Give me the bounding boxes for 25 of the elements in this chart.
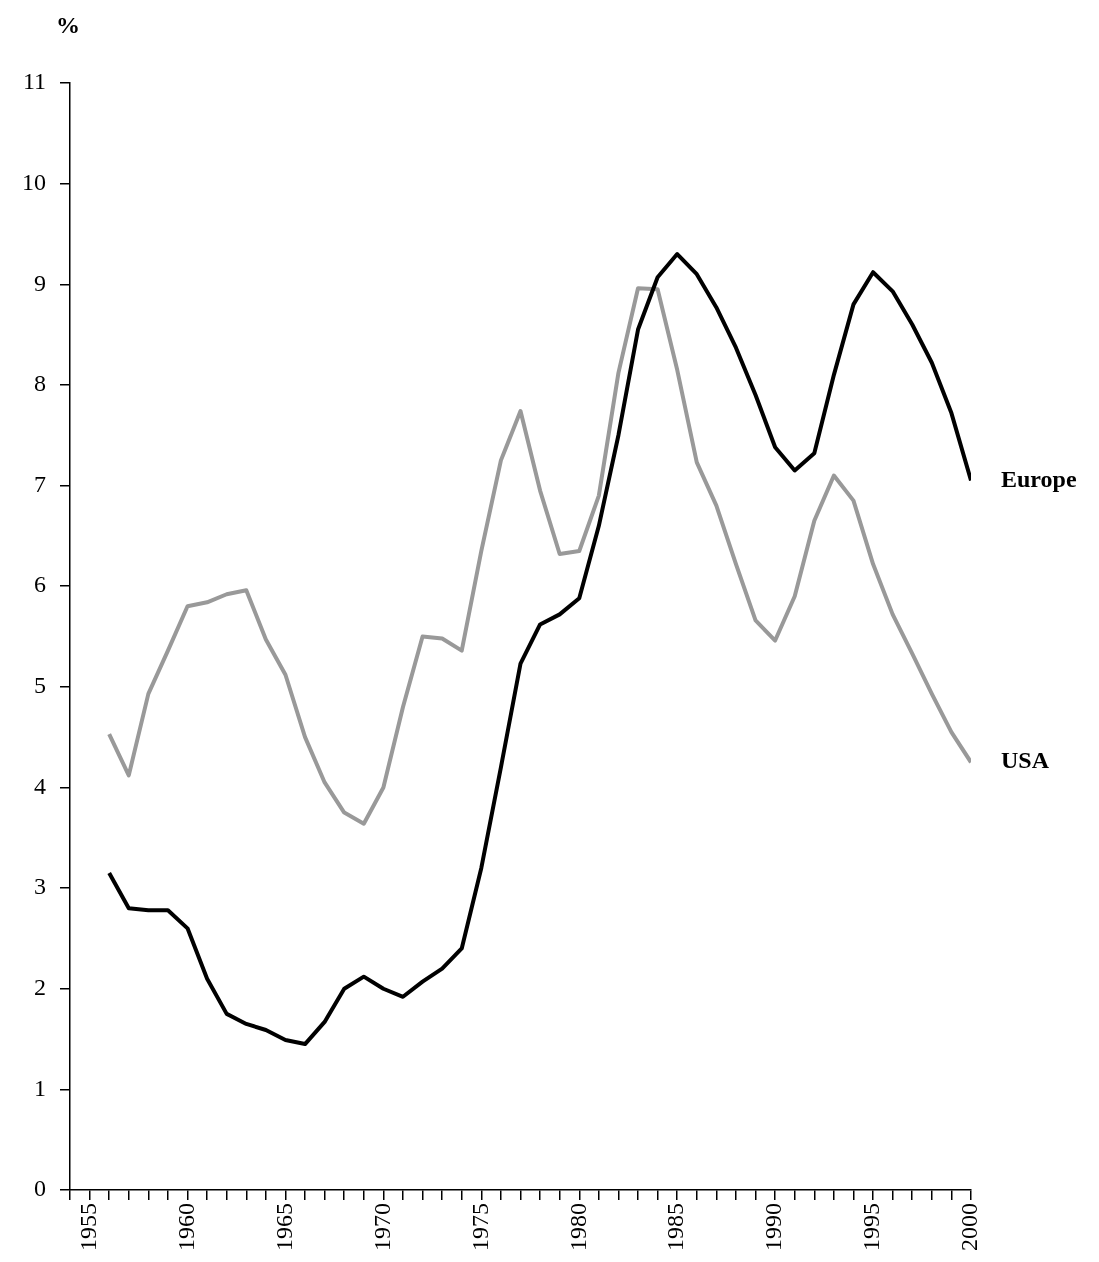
y-tick-label: 1 <box>34 1074 46 1101</box>
x-tick-label: 1990 <box>760 1203 787 1251</box>
y-tick-label: 2 <box>34 974 46 1001</box>
y-tick-label: 5 <box>34 672 46 699</box>
y-tick-label: 10 <box>22 168 46 195</box>
x-tick-label: 1975 <box>466 1203 493 1251</box>
x-tick-label: 1995 <box>858 1203 885 1251</box>
x-tick-label: 1965 <box>270 1203 297 1251</box>
y-tick-label: 8 <box>34 370 46 397</box>
x-tick-label: 2000 <box>956 1203 983 1251</box>
y-axis-title: % <box>56 12 80 38</box>
y-tick-label: 4 <box>34 772 46 799</box>
y-tick-label: 6 <box>34 571 46 598</box>
y-tick-label: 7 <box>34 470 46 497</box>
y-tick-label: 3 <box>34 873 46 900</box>
series-label: Europe <box>1001 465 1077 492</box>
y-tick-label: 11 <box>22 68 46 95</box>
x-tick-label: 1970 <box>368 1203 395 1251</box>
series-label: USA <box>1001 747 1050 774</box>
x-tick-label: 1960 <box>172 1203 199 1251</box>
x-tick-label: 1985 <box>662 1203 689 1251</box>
y-tick-label: 0 <box>34 1175 46 1202</box>
y-tick-label: 9 <box>34 269 46 296</box>
x-tick-label: 1955 <box>74 1203 101 1251</box>
x-tick-label: 1980 <box>564 1203 591 1251</box>
